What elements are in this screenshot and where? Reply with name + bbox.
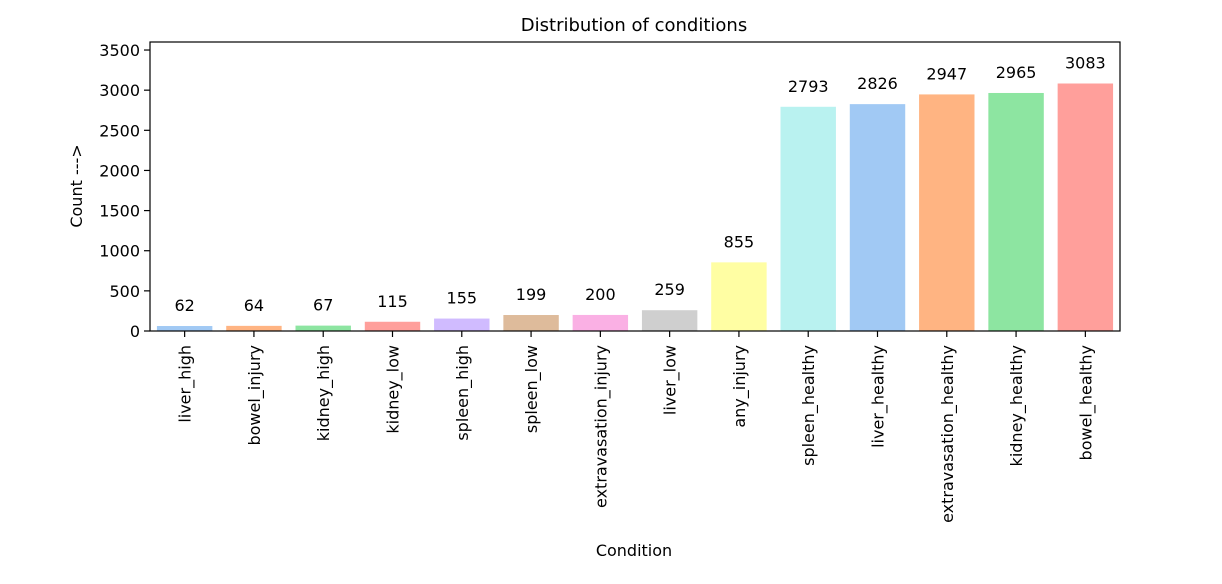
bar-extravasation-healthy bbox=[919, 94, 975, 331]
x-axis-ticks: liver_high bowel_injury kidney_high kidney_… bbox=[176, 331, 1096, 523]
data-label: 67 bbox=[313, 296, 333, 315]
bar-kidney-low bbox=[364, 321, 421, 331]
y-tick-label: 2000 bbox=[99, 161, 140, 180]
y-axis-ticks: 0 500 1000 1500 2000 2500 3000 3500 bbox=[99, 41, 150, 341]
x-tick-label: liver_healthy bbox=[869, 345, 889, 448]
bar-liver-high bbox=[156, 326, 213, 331]
chart-title: Distribution of conditions bbox=[521, 15, 747, 36]
data-labels-group: 62 64 67 115 155 199 200 259 855 2793 2826 2947 2965… bbox=[174, 54, 1105, 316]
x-tick-label: kidney_high bbox=[314, 345, 334, 441]
x-tick-label: spleen_high bbox=[453, 345, 473, 441]
y-tick-label: 3000 bbox=[99, 81, 140, 100]
y-tick-label: 2500 bbox=[99, 121, 140, 140]
x-tick-label: any_injury bbox=[730, 345, 750, 428]
y-tick-label: 1000 bbox=[99, 242, 140, 261]
data-label: 2965 bbox=[996, 63, 1037, 82]
x-tick-label: spleen_healthy bbox=[799, 345, 819, 466]
bar-any-injury bbox=[711, 262, 767, 331]
y-tick-label: 500 bbox=[109, 282, 140, 301]
data-label: 155 bbox=[447, 289, 478, 308]
x-tick-label: extravasation_injury bbox=[591, 345, 611, 508]
x-tick-label: liver_low bbox=[661, 345, 681, 415]
y-tick-label: 1500 bbox=[99, 202, 140, 221]
data-label: 855 bbox=[724, 232, 755, 251]
data-label: 2793 bbox=[788, 77, 829, 96]
x-tick-label: liver_high bbox=[176, 345, 196, 423]
x-tick-label: bowel_injury bbox=[245, 345, 265, 446]
bar-kidney-healthy bbox=[988, 92, 1044, 331]
bar-kidney-high bbox=[295, 325, 351, 331]
bar-spleen-healthy bbox=[780, 106, 836, 331]
bar-bowel-injury bbox=[226, 325, 282, 331]
data-label: 199 bbox=[516, 285, 547, 304]
x-axis-label: Condition bbox=[596, 541, 672, 560]
x-tick-label: bowel_healthy bbox=[1076, 345, 1096, 460]
data-label: 259 bbox=[654, 280, 685, 299]
data-label: 64 bbox=[244, 296, 264, 315]
y-tick-label: 0 bbox=[130, 322, 140, 341]
bar-liver-low bbox=[641, 310, 698, 331]
bar-extravasation-injury bbox=[572, 314, 629, 331]
data-label: 62 bbox=[174, 296, 194, 315]
x-tick-label: kidney_low bbox=[384, 345, 404, 434]
bar-bowel-healthy bbox=[1057, 83, 1114, 331]
plot-frame bbox=[149, 41, 1121, 332]
bars-group bbox=[156, 83, 1114, 331]
bar-liver-healthy bbox=[849, 104, 906, 331]
y-tick-label: 3500 bbox=[99, 41, 140, 60]
data-label: 200 bbox=[585, 285, 616, 304]
data-label: 115 bbox=[377, 292, 408, 311]
data-label: 3083 bbox=[1065, 54, 1106, 73]
x-tick-label: kidney_healthy bbox=[1007, 345, 1027, 466]
data-label: 2826 bbox=[857, 74, 898, 93]
x-tick-label: spleen_low bbox=[522, 345, 542, 433]
data-label: 2947 bbox=[926, 64, 967, 83]
bar-spleen-high bbox=[434, 318, 490, 331]
y-axis-label: Count ---> bbox=[67, 144, 86, 227]
x-tick-label: extravasation_healthy bbox=[938, 345, 958, 523]
bar-spleen-low bbox=[503, 315, 559, 331]
